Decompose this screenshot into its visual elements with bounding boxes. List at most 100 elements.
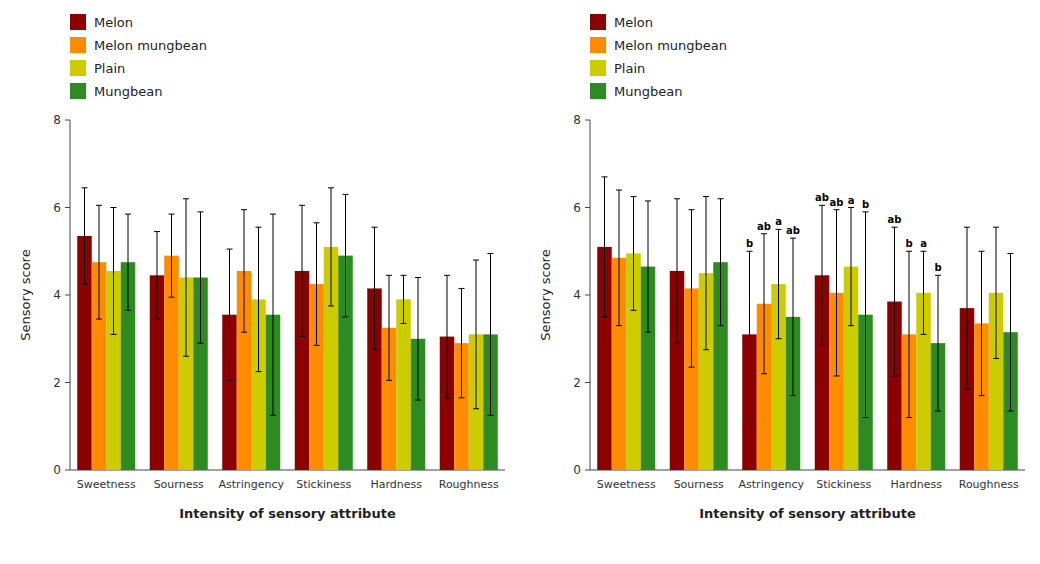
x-tick-label: Sweetness <box>77 478 136 491</box>
error-bar <box>834 210 840 376</box>
error-cap <box>82 187 88 188</box>
error-bar <box>183 199 189 357</box>
legend-label: Plain <box>614 61 645 76</box>
error-cap <box>935 275 941 276</box>
x-tick-label: Stickiness <box>296 478 351 491</box>
error-cap <box>602 176 608 177</box>
error-bar <box>645 201 651 332</box>
error-cap <box>154 231 160 232</box>
error-stem <box>793 238 794 396</box>
error-cap <box>386 380 392 381</box>
error-cap <box>848 207 854 208</box>
error-stem <box>403 275 404 323</box>
x-tick-label: Roughness <box>439 478 499 491</box>
y-tick <box>585 470 590 471</box>
error-stem <box>764 234 765 374</box>
error-bar <box>790 238 796 396</box>
y-axis-line <box>70 120 71 470</box>
error-stem <box>648 201 649 332</box>
error-bar <box>328 188 334 306</box>
error-cap <box>834 375 840 376</box>
y-axis-label: Sensory score <box>18 249 33 340</box>
error-cap <box>631 310 637 311</box>
error-stem <box>923 251 924 334</box>
error-bar <box>299 205 305 336</box>
error-cap <box>314 222 320 223</box>
error-cap <box>848 325 854 326</box>
error-bar <box>488 253 494 415</box>
x-tick-label: Stickiness <box>816 478 871 491</box>
legend-label: Melon mungbean <box>94 38 207 53</box>
x-tick-label: Astringency <box>739 478 805 491</box>
x-tick-label: Astringency <box>219 478 285 491</box>
error-stem <box>186 199 187 357</box>
error-stem <box>938 275 939 411</box>
error-cap <box>299 336 305 337</box>
error-cap <box>645 332 651 333</box>
annotation: b <box>862 199 869 210</box>
error-cap <box>718 325 724 326</box>
annotation: ab <box>786 225 800 236</box>
y-tick <box>65 120 70 121</box>
error-cap <box>631 196 637 197</box>
error-cap <box>459 288 465 289</box>
error-cap <box>703 349 709 350</box>
error-stem <box>447 275 448 398</box>
error-stem <box>374 227 375 350</box>
panel: MelonMelon mungbeanPlainMungbean02468Swe… <box>18 14 505 521</box>
y-tick-label: 6 <box>53 201 61 215</box>
error-cap <box>674 343 680 344</box>
error-bar <box>314 223 320 346</box>
error-bar <box>401 275 407 323</box>
error-cap <box>169 297 175 298</box>
error-bar <box>459 288 465 397</box>
y-tick <box>585 207 590 208</box>
annotation: ab <box>815 192 829 203</box>
error-stem <box>84 188 85 284</box>
error-cap <box>270 214 276 215</box>
error-cap <box>314 345 320 346</box>
error-cap <box>906 417 912 418</box>
error-stem <box>331 188 332 306</box>
error-stem <box>996 227 997 358</box>
annotation: b <box>746 238 753 249</box>
y-tick <box>65 470 70 471</box>
annotation: b <box>905 238 912 249</box>
error-bar <box>892 227 898 376</box>
error-cap <box>372 349 378 350</box>
error-cap <box>183 356 189 357</box>
error-cap <box>227 249 233 250</box>
error-cap <box>979 251 985 252</box>
error-bar <box>819 205 825 345</box>
error-stem <box>981 251 982 395</box>
y-tick <box>585 295 590 296</box>
legend-swatch <box>70 37 86 53</box>
legend: MelonMelon mungbeanPlainMungbean <box>590 14 727 99</box>
error-cap <box>96 205 102 206</box>
error-stem <box>894 227 895 376</box>
error-stem <box>706 197 707 350</box>
error-stem <box>633 197 634 311</box>
error-cap <box>96 319 102 320</box>
error-stem <box>967 227 968 389</box>
x-axis-label: Intensity of sensory attribute <box>179 506 396 521</box>
annotation: ab <box>830 197 844 208</box>
y-tick-label: 6 <box>573 201 581 215</box>
error-bar <box>979 251 985 395</box>
error-cap <box>892 375 898 376</box>
error-cap <box>227 380 233 381</box>
error-stem <box>345 194 346 317</box>
y-axis: 02468 <box>573 113 1025 477</box>
error-cap <box>488 415 494 416</box>
error-cap <box>299 205 305 206</box>
error-cap <box>689 367 695 368</box>
error-cap <box>444 275 450 276</box>
error-bar <box>256 227 262 371</box>
error-cap <box>819 205 825 206</box>
legend-label: Melon mungbean <box>614 38 727 53</box>
error-cap <box>256 371 262 372</box>
error-cap <box>386 275 392 276</box>
error-cap <box>256 227 262 228</box>
error-bar <box>848 208 854 326</box>
chart-root: MelonMelon mungbeanPlainMungbean02468Swe… <box>0 0 1040 564</box>
